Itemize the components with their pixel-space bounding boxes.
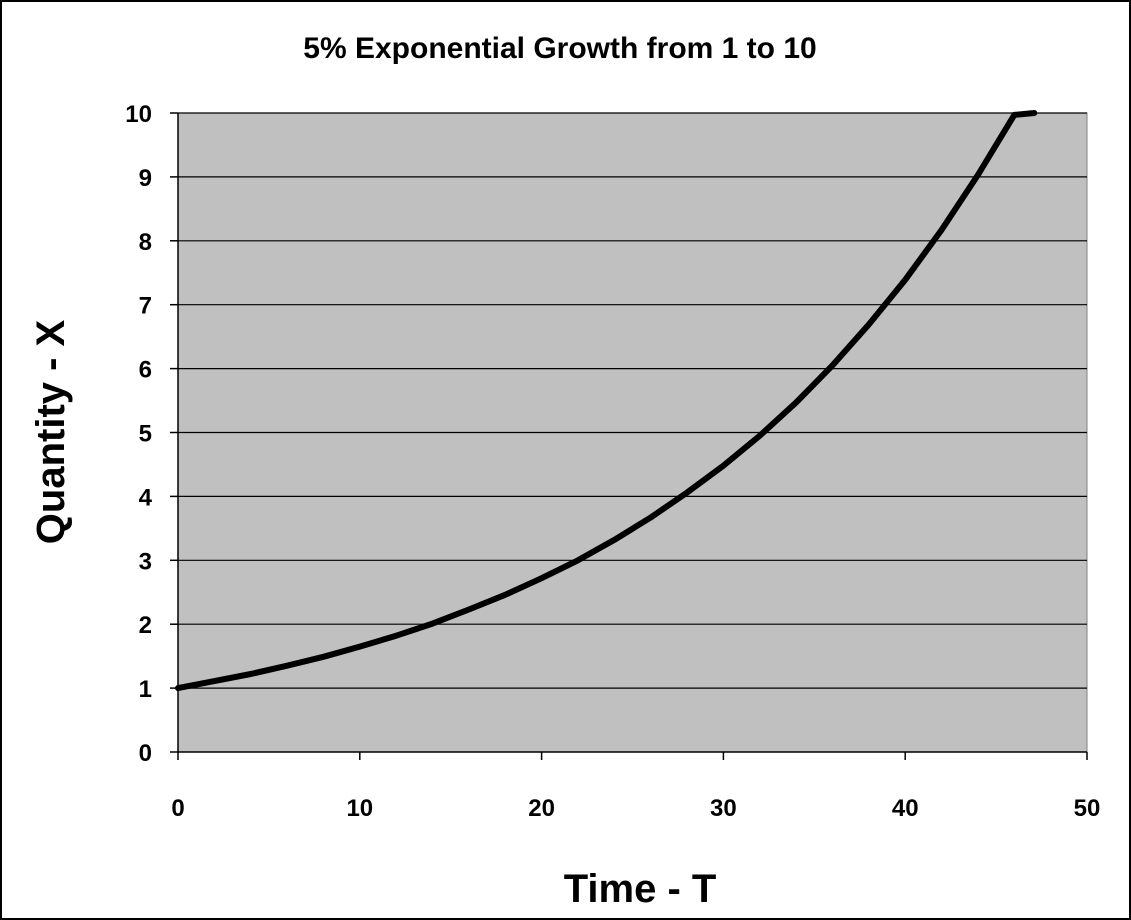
y-tick-label: 0 [139,740,152,767]
y-tick-label: 5 [139,421,152,448]
growth-curve [175,110,1038,692]
x-tick-label: 20 [528,795,555,822]
y-tick-label: 10 [125,101,152,128]
y-tick-label: 6 [139,357,152,384]
chart-title: 5% Exponential Growth from 1 to 10 [303,32,816,65]
tick-labels: 0 10 20 30 40 50 0 1 2 3 4 5 6 7 8 9 10 [125,101,1100,822]
x-tick-label: 40 [892,795,919,822]
x-tick-label: 0 [171,795,184,822]
x-tick-label: 50 [1074,795,1101,822]
y-tick-label: 4 [139,484,153,511]
y-tick-label: 9 [139,165,152,192]
y-tick-label: 2 [139,612,152,639]
x-tick-label: 30 [710,795,737,822]
series-layer [175,110,1038,692]
x-axis-label: Time - T [564,867,717,911]
y-tick-label: 7 [139,293,152,320]
y-axis-label: Quantity - X [29,319,73,544]
y-tick-label: 8 [139,229,152,256]
y-tick-label: 3 [139,548,152,575]
y-tick-label: 1 [139,676,152,703]
x-tick-label: 10 [346,795,373,822]
axes [170,112,1088,760]
